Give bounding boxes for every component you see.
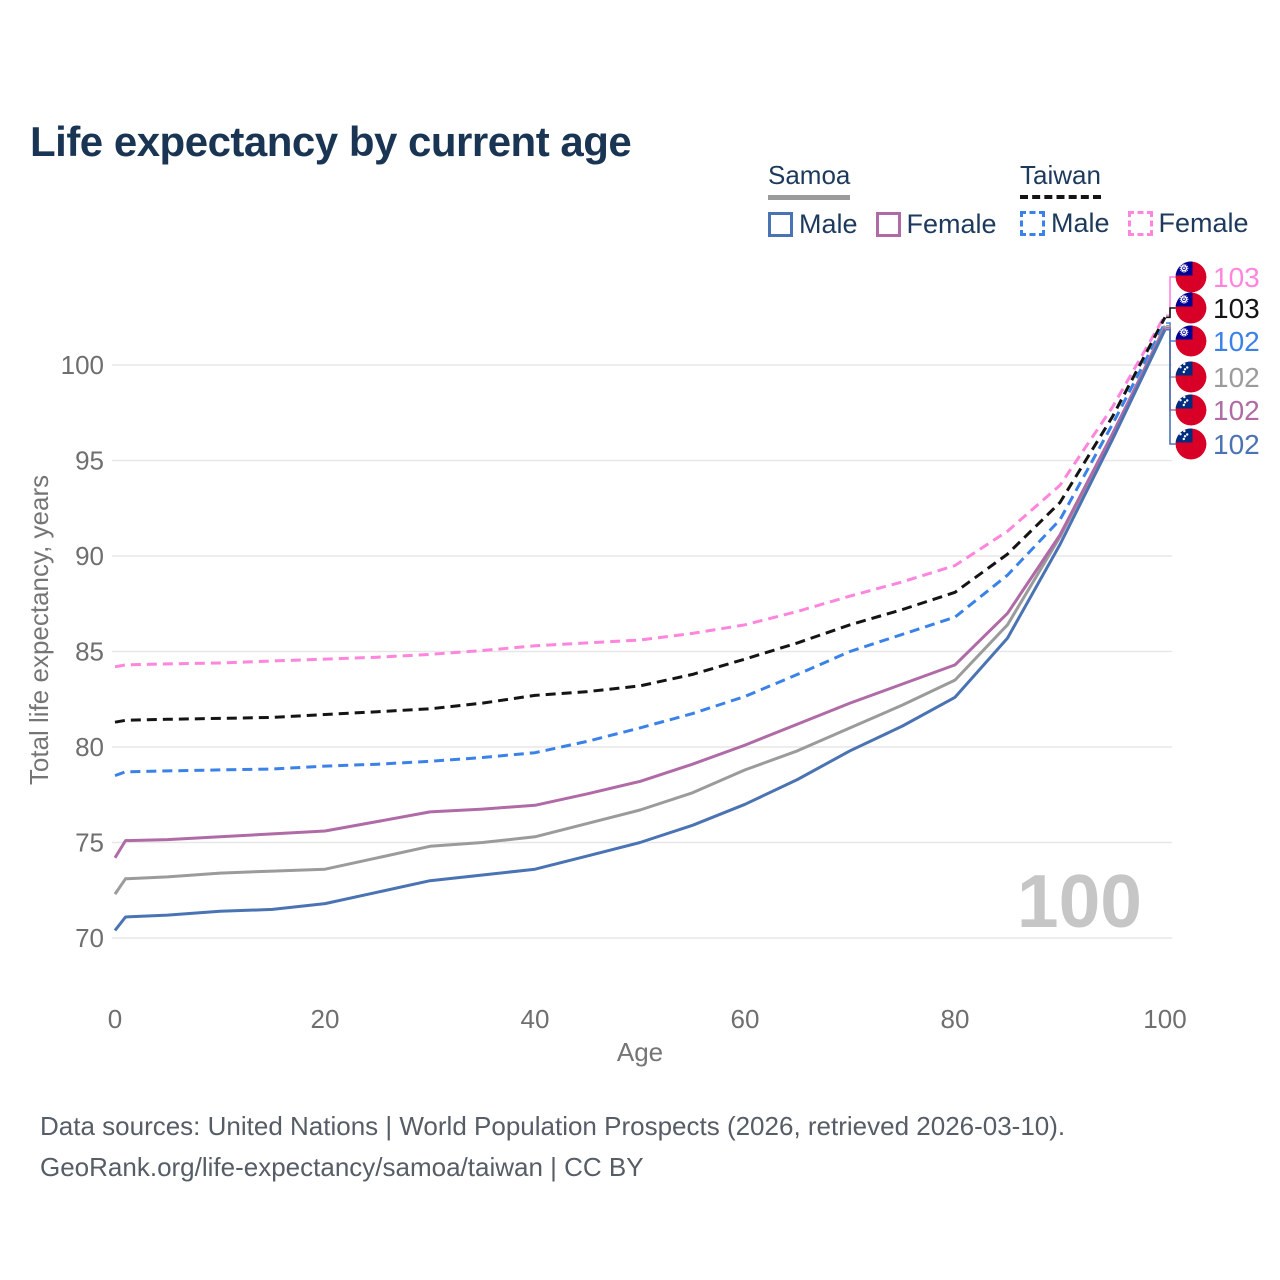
series-line-samoa-female[interactable]	[113, 327, 1167, 859]
legend-header-samoa[interactable]: Samoa	[768, 160, 851, 200]
x-tick-80: 80	[941, 1004, 970, 1034]
y-tick-90: 90	[75, 541, 104, 571]
end-value-label-taiwan-male: 102	[1213, 326, 1260, 357]
end-label-connector	[1166, 328, 1176, 445]
legend-items-taiwan: Male Female	[1020, 208, 1249, 239]
series-line-taiwan-male[interactable]	[114, 322, 1167, 778]
legend-label-samoa-male[interactable]: Male	[799, 209, 858, 239]
y-tick-100: 100	[61, 350, 104, 380]
legend-swatch-samoa-female[interactable]	[875, 212, 901, 237]
legend-label-samoa-female[interactable]: Female	[906, 209, 997, 239]
y-tick-95: 95	[75, 446, 104, 476]
end-value-label-samoa-male: 102	[1213, 429, 1260, 460]
y-tick-75: 75	[75, 828, 104, 858]
x-tick-0: 0	[108, 1004, 122, 1034]
x-tick-100: 100	[1143, 1004, 1186, 1034]
flag-icon-taiwan	[1175, 325, 1207, 357]
end-value-label-samoa-female: 102	[1213, 395, 1260, 426]
series-line-taiwan-female[interactable]	[114, 314, 1167, 669]
flag-icon-samoa	[1175, 394, 1207, 426]
legend-group-samoa: Samoa Male Female	[768, 160, 997, 240]
legend-items-samoa: Male Female	[768, 209, 997, 240]
footer-data-sources: Data sources: United Nations | World Pop…	[40, 1111, 1066, 1141]
flag-icon-taiwan	[1175, 292, 1207, 324]
series-line-samoa-both-sexes[interactable]	[113, 325, 1167, 895]
x-tick-20: 20	[311, 1004, 340, 1034]
legend-swatch-taiwan-male[interactable]	[1020, 211, 1045, 236]
y-tick-85: 85	[75, 637, 104, 667]
legend-group-taiwan: Taiwan Male Female	[1020, 160, 1249, 239]
x-tick-40: 40	[521, 1004, 550, 1034]
legend-label-taiwan-male[interactable]: Male	[1051, 208, 1110, 238]
flag-icon-samoa	[1175, 361, 1207, 393]
end-value-label-samoa-both-sexes: 102	[1213, 362, 1260, 393]
y-tick-70: 70	[75, 923, 104, 953]
x-tick-60: 60	[731, 1004, 760, 1034]
page-title: Life expectancy by current age	[30, 118, 632, 166]
y-axis-label: Total life expectancy, years	[24, 475, 54, 785]
end-label-connector	[1166, 276, 1176, 317]
legend-swatch-samoa-male[interactable]	[768, 212, 793, 237]
y-tick-80: 80	[75, 732, 104, 762]
series-line-taiwan-both-sexes[interactable]	[114, 316, 1167, 724]
series-line-samoa-male[interactable]	[113, 329, 1167, 932]
footer-attribution-url: GeoRank.org/life-expectancy/samoa/taiwan…	[40, 1152, 644, 1182]
legend-swatch-taiwan-female[interactable]	[1127, 211, 1153, 236]
end-label-connector	[1166, 307, 1176, 319]
flag-icon-taiwan	[1175, 261, 1207, 293]
legend-header-taiwan[interactable]: Taiwan	[1020, 160, 1101, 199]
age-counter-watermark: 100	[1016, 859, 1142, 943]
end-value-label-taiwan-female: 103	[1213, 262, 1260, 293]
end-value-label-taiwan-both-sexes: 103	[1213, 293, 1260, 324]
flag-icon-samoa	[1175, 428, 1207, 460]
x-axis-label: Age	[617, 1037, 663, 1067]
legend-label-taiwan-female[interactable]: Female	[1158, 208, 1249, 238]
footer: Data sources: United Nations | World Pop…	[40, 1106, 1065, 1188]
